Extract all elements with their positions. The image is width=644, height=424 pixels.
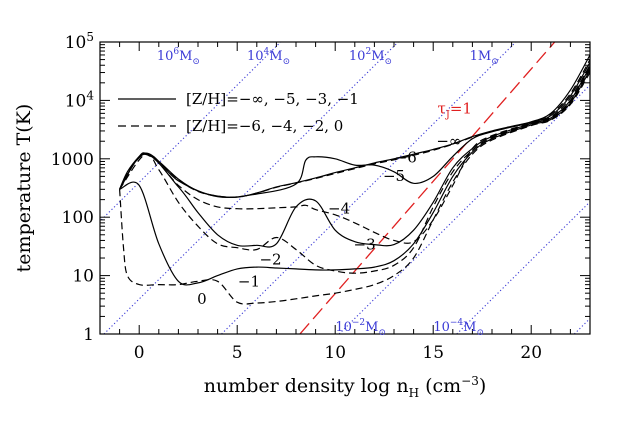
- jeans-mass-base: 1: [470, 49, 478, 64]
- legend: [Z/H]=−∞, −5, −3, −1 [Z/H]=−6, −4, −2, 0: [118, 90, 359, 135]
- x-axis-label-exponent: −3: [461, 374, 479, 388]
- x-axis-label-sub: H: [409, 386, 419, 400]
- legend-label: [Z/H]=−6, −4, −2, 0: [186, 117, 343, 135]
- curve-label: −3: [354, 236, 376, 254]
- series-line: [119, 61, 590, 199]
- x-axis-label-unit: (cm: [419, 375, 461, 397]
- y-tick-base: 10: [72, 267, 94, 287]
- tau-symbol: τ: [438, 100, 446, 118]
- jeans-mass-label: 10−4M⊙: [433, 318, 484, 338]
- jeans-mass-line: [221, 42, 517, 334]
- jeans-mass-line: [456, 200, 590, 334]
- x-axis-label-main: number density log n: [204, 375, 409, 397]
- y-tick-base: 10: [65, 33, 87, 53]
- x-tick-label: 0: [134, 343, 145, 363]
- jeans-mass-line: [338, 84, 590, 334]
- curve-label: −1: [238, 272, 260, 290]
- y-tick-base: 1000: [51, 150, 94, 170]
- tau-line: [299, 42, 556, 334]
- jeans-mass-base: 10: [349, 49, 366, 64]
- jeans-mass-sun-symbol: ⊙: [192, 57, 200, 67]
- series-line: [119, 64, 590, 244]
- series-line: [119, 69, 590, 286]
- y-tick-exponent: 4: [86, 88, 94, 102]
- jeans-mass-label: 102M⊙: [349, 47, 392, 67]
- y-tick-label: 105: [65, 30, 94, 53]
- jeans-mass-exponent: 2: [365, 47, 371, 57]
- jeans-mass-label: 106M⊙: [157, 47, 200, 67]
- y-tick-label: 1000: [51, 150, 94, 170]
- y-axis-label: temperature T(K): [13, 104, 35, 273]
- jeans-mass-line: [573, 317, 590, 334]
- jeans-mass-unit: M: [371, 49, 384, 64]
- jeans-mass-exponent: −2: [352, 318, 365, 328]
- tau-line-group: [299, 42, 556, 334]
- jeans-mass-exponent: 4: [264, 47, 270, 57]
- y-tick-label: 10: [72, 267, 94, 287]
- jeans-mass-exponent: −4: [450, 318, 464, 328]
- jeans-mass-sun-symbol: ⊙: [385, 57, 393, 67]
- plot-frame: [99, 41, 591, 335]
- tau-label: τJ=1: [438, 100, 472, 121]
- series-line: [119, 66, 590, 248]
- jeans-mass-unit: M: [179, 49, 192, 64]
- x-tick-label: 10: [324, 343, 346, 363]
- jeans-mass-base: 10: [247, 49, 264, 64]
- y-tick-label: 100: [62, 208, 94, 228]
- jeans-mass-base: 10: [433, 320, 450, 335]
- x-axis-label-close: ): [479, 375, 486, 397]
- tau-subscript: J: [445, 110, 450, 121]
- jeans-mass-label: 10−2M⊙: [335, 318, 386, 338]
- x-tick-label: 5: [232, 343, 243, 363]
- x-axis-label: number density log nH (cm−3): [204, 374, 487, 400]
- curve-label: −∞: [436, 132, 461, 150]
- y-tick-label: 104: [65, 88, 95, 111]
- jeans-mass-base: 10: [335, 320, 352, 335]
- jeans-mass-unit: M: [478, 49, 491, 64]
- y-tick-base: 100: [62, 208, 94, 228]
- y-tick-exponent: 5: [86, 30, 94, 44]
- curve-label: −4: [328, 200, 350, 218]
- jeans-mass-label: 104M⊙: [247, 47, 290, 67]
- plot-border: [99, 41, 591, 335]
- x-tick-label: 15: [422, 343, 444, 363]
- jeans-mass-sun-symbol: ⊙: [476, 328, 484, 338]
- jeans-mass-guides: [100, 42, 590, 334]
- curve-label: −6: [395, 149, 417, 167]
- curve-label: 0: [197, 290, 207, 308]
- curve-label: −5: [383, 167, 405, 185]
- curve-label: −2: [259, 250, 281, 268]
- series-line: [119, 68, 590, 274]
- jeans-mass-label: 1M⊙: [470, 49, 499, 67]
- y-tick-base: 10: [65, 91, 87, 111]
- jeans-mass-sun-symbol: ⊙: [378, 328, 386, 338]
- tau-value: =1: [450, 100, 472, 118]
- jeans-mass-exponent: 6: [173, 47, 179, 57]
- jeans-mass-sun-symbol: ⊙: [283, 57, 291, 67]
- jeans-mass-unit: M: [269, 49, 282, 64]
- series-line: [119, 72, 590, 305]
- jeans-mass-base: 10: [157, 49, 174, 64]
- series-group: [119, 54, 590, 305]
- jeans-mass-unit: M: [365, 320, 378, 335]
- y-tick-base: 1: [83, 325, 94, 345]
- y-tick-label: 1: [83, 325, 94, 345]
- x-tick-label: 20: [520, 343, 542, 363]
- legend-label: [Z/H]=−∞, −5, −3, −1: [186, 90, 359, 108]
- jeans-mass-sun-symbol: ⊙: [491, 57, 499, 67]
- jeans-mass-unit: M: [463, 320, 476, 335]
